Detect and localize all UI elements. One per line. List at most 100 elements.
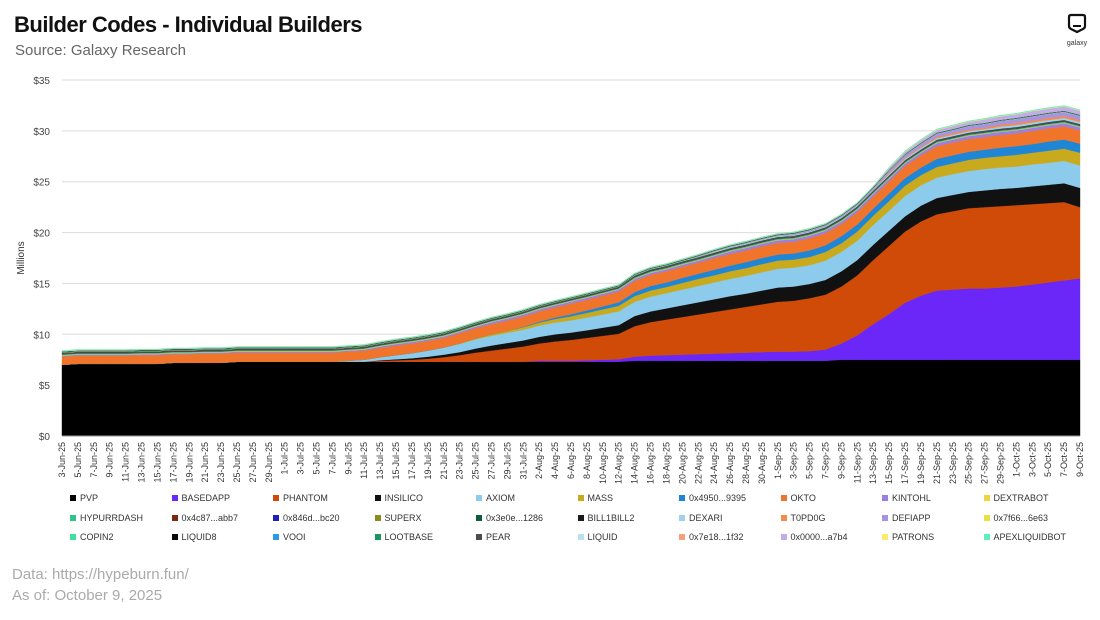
legend-label: 0x4c87...abb7 bbox=[181, 512, 239, 523]
x-tick-label: 7-Oct-25 bbox=[1059, 442, 1069, 477]
legend-swatch bbox=[780, 514, 787, 521]
legend-swatch bbox=[70, 495, 76, 501]
legend-item: PHANTOM bbox=[273, 493, 328, 503]
legend-label: LOOTBASE bbox=[384, 532, 434, 542]
x-tick-label: 18-Aug-25 bbox=[661, 442, 671, 484]
legend-item: DEXARI bbox=[679, 513, 723, 523]
logo-text: galaxy bbox=[1066, 40, 1088, 47]
x-tick-label: 19-Jul-25 bbox=[423, 442, 433, 480]
x-tick-label: 30-Aug-25 bbox=[757, 442, 767, 484]
legend-swatch bbox=[476, 495, 482, 501]
legend-item: KINTOHL bbox=[882, 493, 931, 503]
y-axis-label: Millions bbox=[16, 241, 27, 274]
data-source-footer: Data: https://hypeburn.fun/ bbox=[12, 566, 189, 583]
legend-item: VOOI bbox=[273, 532, 306, 542]
x-tick-label: 21-Jun-25 bbox=[200, 442, 210, 483]
y-tick-label: $30 bbox=[33, 127, 50, 138]
x-tick-label: 23-Sep-25 bbox=[948, 442, 958, 484]
legend-swatch bbox=[171, 495, 178, 501]
x-tick-label: 23-Jun-25 bbox=[216, 442, 226, 483]
x-tick-label: 9-Jul-25 bbox=[343, 442, 353, 475]
legend-item: 0x846d...bc20 bbox=[273, 513, 340, 523]
legend-swatch bbox=[171, 514, 178, 521]
x-tick-label: 29-Jun-25 bbox=[264, 442, 274, 483]
legend-item: LIQUID bbox=[577, 532, 618, 542]
legend-label: DEXTRABOT bbox=[993, 493, 1049, 503]
y-tick-label: $25 bbox=[33, 178, 50, 189]
x-tick-label: 14-Aug-25 bbox=[630, 442, 640, 484]
x-tick-label: 3-Jul-25 bbox=[296, 442, 306, 475]
legend-label: LIQUID8 bbox=[181, 532, 217, 542]
legend-swatch bbox=[679, 514, 685, 521]
legend-item: 0x7e18...1f32 bbox=[679, 532, 744, 542]
legend-swatch bbox=[983, 514, 990, 521]
x-tick-label: 13-Sep-25 bbox=[868, 442, 878, 484]
legend-item: PVP bbox=[70, 493, 98, 503]
x-tick-label: 22-Aug-25 bbox=[693, 442, 703, 484]
x-tick-label: 15-Jun-25 bbox=[152, 442, 162, 483]
legend-item: SUPERX bbox=[374, 513, 422, 523]
legend-item: 0x0000...a7b4 bbox=[780, 532, 848, 542]
x-tick-label: 29-Sep-25 bbox=[995, 442, 1005, 484]
legend-item: HYPURRDASH bbox=[70, 513, 143, 523]
legend-item: APEXLIQUIDBOT bbox=[983, 532, 1066, 542]
x-tick-label: 3-Jun-25 bbox=[57, 442, 67, 478]
x-tick-label: 9-Sep-25 bbox=[836, 442, 846, 479]
x-tick-label: 5-Jul-25 bbox=[312, 442, 322, 475]
legend-label: PATRONS bbox=[892, 532, 935, 542]
legend-label: AXIOM bbox=[486, 493, 516, 503]
as-of-footer: As of: October 9, 2025 bbox=[12, 587, 163, 604]
legend-swatch bbox=[476, 534, 482, 540]
legend-swatch bbox=[70, 514, 76, 521]
legend-swatch bbox=[374, 495, 381, 501]
x-tick-label: 1-Jul-25 bbox=[280, 442, 290, 475]
legend-swatch bbox=[273, 534, 279, 540]
x-tick-label: 21-Sep-25 bbox=[932, 442, 942, 484]
x-tick-label: 23-Jul-25 bbox=[455, 442, 465, 480]
x-tick-label: 27-Sep-25 bbox=[980, 442, 990, 484]
legend-swatch bbox=[374, 534, 381, 540]
chart-subtitle: Source: Galaxy Research bbox=[15, 42, 186, 59]
stacked-area-chart: $0 $5 $10 $15 $20 $25 $30 $35 Millions 3-Jun-25 5-… bbox=[16, 76, 1085, 484]
x-tick-label: 1-Oct-25 bbox=[1011, 442, 1021, 477]
legend-item: OKTO bbox=[780, 493, 816, 503]
legend-swatch bbox=[70, 534, 76, 540]
area-series-pvp bbox=[61, 359, 1081, 437]
x-tick-label: 10-Aug-25 bbox=[598, 442, 608, 484]
legend-swatch bbox=[780, 534, 787, 540]
legend-item: 0x4c87...abb7 bbox=[171, 512, 239, 523]
x-tick-label: 17-Jun-25 bbox=[168, 442, 178, 483]
legend-label: COPIN2 bbox=[80, 532, 114, 542]
x-tick-label: 7-Jun-25 bbox=[89, 442, 99, 478]
legend-label: OKTO bbox=[790, 493, 816, 503]
x-tick-label: 15-Sep-25 bbox=[884, 442, 894, 484]
legend-item: LOOTBASE bbox=[374, 532, 434, 542]
legend-swatch bbox=[882, 495, 888, 501]
x-tick-label: 2-Aug-25 bbox=[534, 442, 544, 479]
legend-item: 0x7f66...6e63 bbox=[983, 513, 1048, 523]
legend-label: DEFIAPP bbox=[892, 512, 931, 523]
legend-label: DEXARI bbox=[689, 512, 723, 523]
x-tick-label: 28-Aug-25 bbox=[741, 442, 751, 484]
x-tick-label: 26-Aug-25 bbox=[725, 442, 735, 484]
legend-label: 0x4950...9395 bbox=[689, 493, 747, 503]
legend-item: PEAR bbox=[476, 532, 511, 542]
x-tick-label: 27-Jul-25 bbox=[486, 442, 496, 480]
legend-item: INSILICO bbox=[374, 493, 424, 503]
legend-swatch bbox=[983, 495, 990, 501]
legend-label: BILL1BILL2 bbox=[587, 512, 635, 523]
legend-label: INSILICO bbox=[384, 493, 424, 503]
x-tick-label: 25-Jun-25 bbox=[232, 442, 242, 483]
legend-item: BILL1BILL2 bbox=[577, 512, 635, 523]
legend-item: MASS bbox=[577, 493, 613, 503]
legend-swatch bbox=[780, 495, 787, 501]
legend-swatch bbox=[374, 514, 381, 521]
legend-label: HYPURRDASH bbox=[80, 512, 144, 523]
legend-label: 0x0000...a7b4 bbox=[790, 532, 848, 542]
x-tick-label: 12-Aug-25 bbox=[614, 442, 624, 484]
y-tick-label: $15 bbox=[33, 279, 50, 290]
legend-item: 0x4950...9395 bbox=[679, 493, 746, 503]
legend-label: T0PD0G bbox=[790, 512, 826, 523]
legend-swatch bbox=[273, 495, 279, 501]
x-tick-label: 5-Jun-25 bbox=[73, 442, 83, 478]
